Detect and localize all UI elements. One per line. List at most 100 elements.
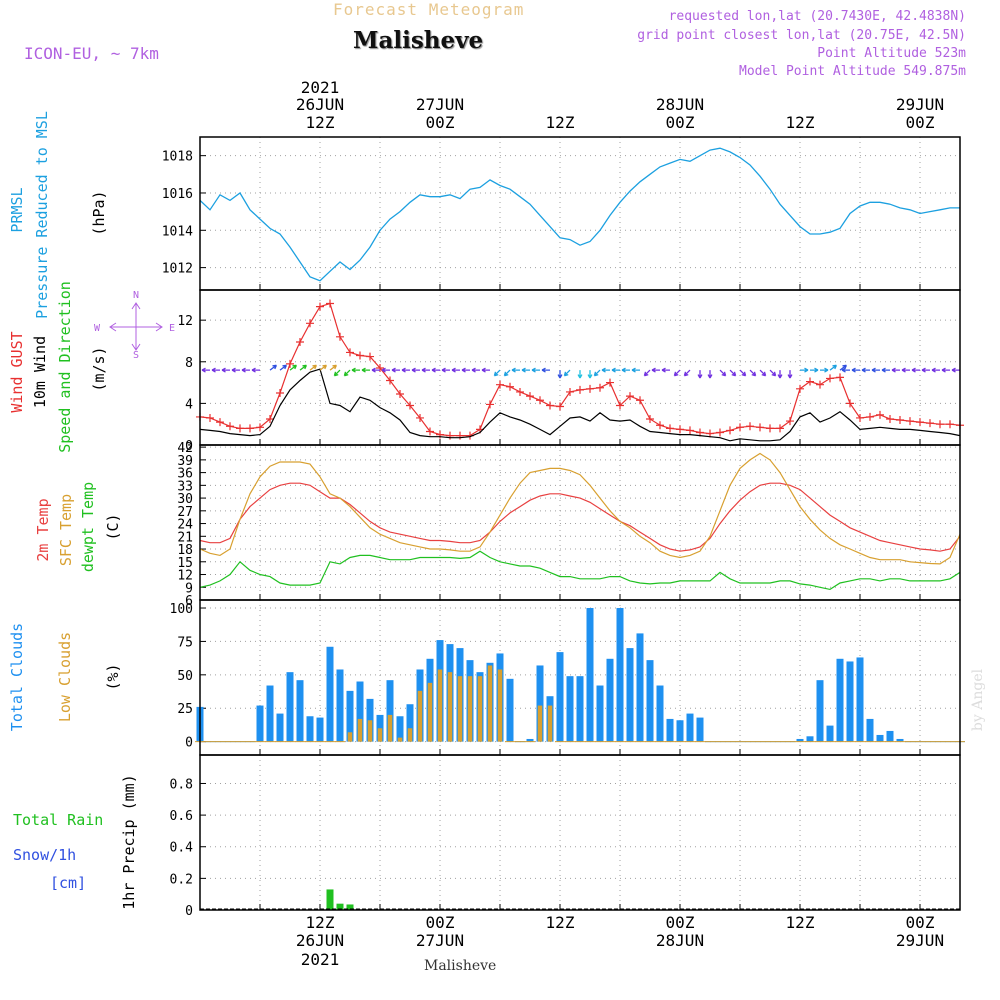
gust-marker [576, 385, 584, 394]
watermark: by Angel [970, 668, 986, 731]
low-cloud-bar [347, 732, 353, 742]
gust-marker [346, 348, 354, 357]
rain-bar [336, 903, 344, 910]
gust-marker [936, 420, 944, 429]
wind-direction-arrow [707, 370, 713, 379]
wind-direction-arrow [621, 367, 630, 373]
total-cloud-bar [656, 685, 664, 742]
pressure-ylabel-short: PRMSL [8, 187, 26, 232]
wind-direction-arrow [371, 367, 380, 373]
wind-direction-arrow [697, 370, 703, 379]
total-cloud-bar [836, 658, 844, 742]
wind-direction-arrow [361, 367, 370, 373]
wind-direction-arrow [683, 369, 691, 377]
compass-w: W [94, 323, 101, 334]
wind-direction-arrow [563, 369, 571, 377]
wind-direction-arrow [577, 370, 583, 379]
total-cloud-bar [316, 717, 324, 742]
gust-marker [926, 419, 934, 428]
time-label-bottom-year: 2021 [301, 950, 340, 969]
wind-direction-arrow [221, 367, 230, 373]
wind-direction-arrow [643, 369, 651, 377]
y-tick-label: 0.2 [170, 872, 193, 887]
y-tick-label: 8 [185, 356, 193, 371]
wind-direction-arrow [871, 367, 880, 373]
total-cloud-bar [596, 685, 604, 742]
low-cloud-bar [377, 728, 383, 742]
wind-direction-arrow [891, 367, 900, 373]
low-cloud-bar [457, 676, 463, 742]
panel-frame-precip [199, 754, 961, 911]
gust-marker [286, 359, 294, 368]
y-tick-label: 18 [177, 543, 193, 558]
total-cloud-bar [586, 608, 594, 742]
wind-direction-arrow [673, 369, 681, 377]
wind-direction-arrow [911, 367, 920, 373]
wind-direction-arrow [541, 367, 550, 373]
total-cloud-bar [646, 660, 654, 742]
total-cloud-bar [396, 716, 404, 742]
wind-direction-arrow [769, 369, 777, 377]
time-label-top-date: 27JUN [416, 95, 464, 114]
model-point-altitude: Model Point Altitude 549.875m [739, 64, 966, 79]
total-cloud-bar [276, 713, 284, 742]
y-tick-label: 25 [177, 702, 193, 717]
gust-marker [866, 412, 874, 421]
gust-marker [746, 422, 754, 431]
gust-marker [396, 390, 404, 399]
gust-marker [236, 424, 244, 433]
gust-marker [566, 387, 574, 396]
total-cloud-bar [266, 685, 274, 742]
gust-marker [786, 417, 794, 426]
product-title: Forecast Meteogram [333, 0, 525, 19]
time-label-bottom-hour: 00Z [426, 913, 455, 932]
wind-direction-arrow [820, 367, 829, 373]
precip-legend-rain: Total Rain [13, 811, 103, 829]
wind-direction-arrow [351, 367, 360, 373]
time-label-top-date: 26JUN [296, 95, 344, 114]
gust-marker [386, 376, 394, 385]
gust-marker [226, 422, 234, 431]
low-cloud-bar [387, 714, 393, 742]
gust-marker [326, 299, 334, 308]
gust-marker [536, 396, 544, 405]
total-cloud-bar [556, 652, 564, 742]
gust-marker [486, 400, 494, 409]
y-tick-label: 15 [177, 556, 193, 571]
time-label-bottom-date: 28JUN [656, 931, 704, 950]
total-cloud-bar [536, 665, 544, 742]
y-tick-label: 0.8 [170, 777, 193, 792]
time-label-top-hour: 00Z [906, 113, 935, 132]
gust-marker [276, 388, 284, 397]
low-cloud-bar [427, 682, 433, 742]
gust-marker [836, 373, 844, 382]
total-cloud-bar [326, 646, 334, 742]
low-cloud-bar [407, 728, 413, 742]
gust-marker [946, 420, 954, 429]
wind-direction-arrow [951, 367, 960, 373]
total-cloud-bar [606, 658, 614, 742]
wind-direction-arrow [329, 364, 337, 371]
time-label-top-date: 28JUN [656, 95, 704, 114]
wind-direction-arrow [241, 367, 250, 373]
total-cloud-bar [506, 678, 514, 742]
total-cloud-bar [616, 608, 624, 742]
total-cloud-bar [806, 736, 814, 742]
total-cloud-bar [296, 680, 304, 742]
gust-marker [736, 423, 744, 432]
low-cloud-bar [487, 665, 493, 742]
low-cloud-bar [397, 737, 403, 742]
y-tick-label: 36 [177, 467, 193, 482]
time-label-top-hour: 00Z [666, 113, 695, 132]
gust-marker [366, 352, 374, 361]
gust-marker [266, 414, 274, 423]
wind-direction-arrow [493, 369, 501, 377]
gust-marker [676, 425, 684, 434]
grid-pressure: 1012 1014 1016 1018 [162, 137, 960, 290]
wind-speed-line [199, 368, 961, 442]
wind-direction-arrow [901, 367, 910, 373]
compass-e: E [169, 323, 175, 334]
model-label: ICON-EU, ~ 7km [24, 44, 159, 63]
low-cloud-bar [437, 669, 443, 742]
